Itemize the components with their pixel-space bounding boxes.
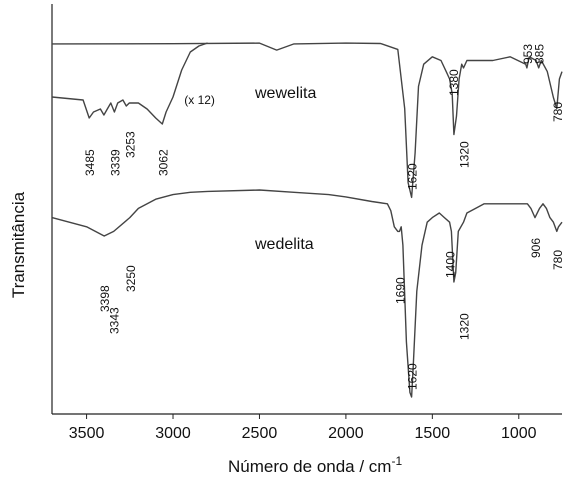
plot-frame — [51, 4, 562, 415]
peak-label-wedelita: 780 — [551, 250, 564, 270]
peak-label-wedelita: 3250 — [124, 265, 138, 292]
x-axis-label: Número de onda / cm-1 — [228, 454, 402, 476]
peak-label-wewelita-x12: 3253 — [123, 131, 137, 158]
x-tick-label: 2000 — [328, 425, 364, 442]
x-tick-label: 2500 — [242, 425, 278, 442]
peak-label-wedelita: 1400 — [444, 251, 458, 278]
peak-label-wewelita-x12: 3485 — [83, 149, 97, 176]
peak-label-wedelita: 3398 — [98, 285, 112, 312]
peak-label-wedelita: 906 — [529, 238, 543, 258]
peak-label-wedelita: 1320 — [458, 313, 472, 340]
peak-label-wedelita: 3343 — [108, 307, 122, 334]
y-axis-label: Transmitância — [9, 191, 28, 298]
peak-label-wewelita-x12: 3339 — [108, 149, 122, 176]
series-wewelita — [51, 42, 563, 199]
peak-label-wedelita: 1690 — [394, 277, 408, 304]
x-tick-label: 1500 — [415, 425, 451, 442]
peak-label-wewelita-x12: 3062 — [156, 149, 170, 176]
x-tick-label: 3000 — [155, 425, 191, 442]
series-wedelita — [51, 189, 563, 398]
peak-label-wewelita: 1380 — [447, 69, 461, 96]
series-wewelita-x12 — [51, 42, 208, 125]
peak-label-wewelita: 885 — [533, 44, 547, 64]
x-tick-label: 3500 — [69, 425, 105, 442]
x-axis-label-superscript: -1 — [391, 454, 402, 468]
x-tick-label: 1000 — [501, 425, 537, 442]
series-label-wewelita: wewelita — [254, 85, 316, 102]
peak-label-wedelita: 1620 — [406, 363, 420, 390]
peak-label-wewelita-x12: (x 12) — [184, 93, 215, 107]
x-tick-labels: 3500 3000 2500 2000 1500 1000 — [69, 414, 537, 442]
peak-label-wewelita: 1320 — [458, 141, 472, 168]
peak-label-wewelita: 780 — [551, 102, 564, 122]
peak-label-wewelita: 1620 — [406, 163, 420, 190]
peak-label-wewelita: 953 — [521, 44, 535, 64]
series-layer — [51, 42, 563, 398]
series-label-wedelita: wedelita — [254, 236, 314, 253]
